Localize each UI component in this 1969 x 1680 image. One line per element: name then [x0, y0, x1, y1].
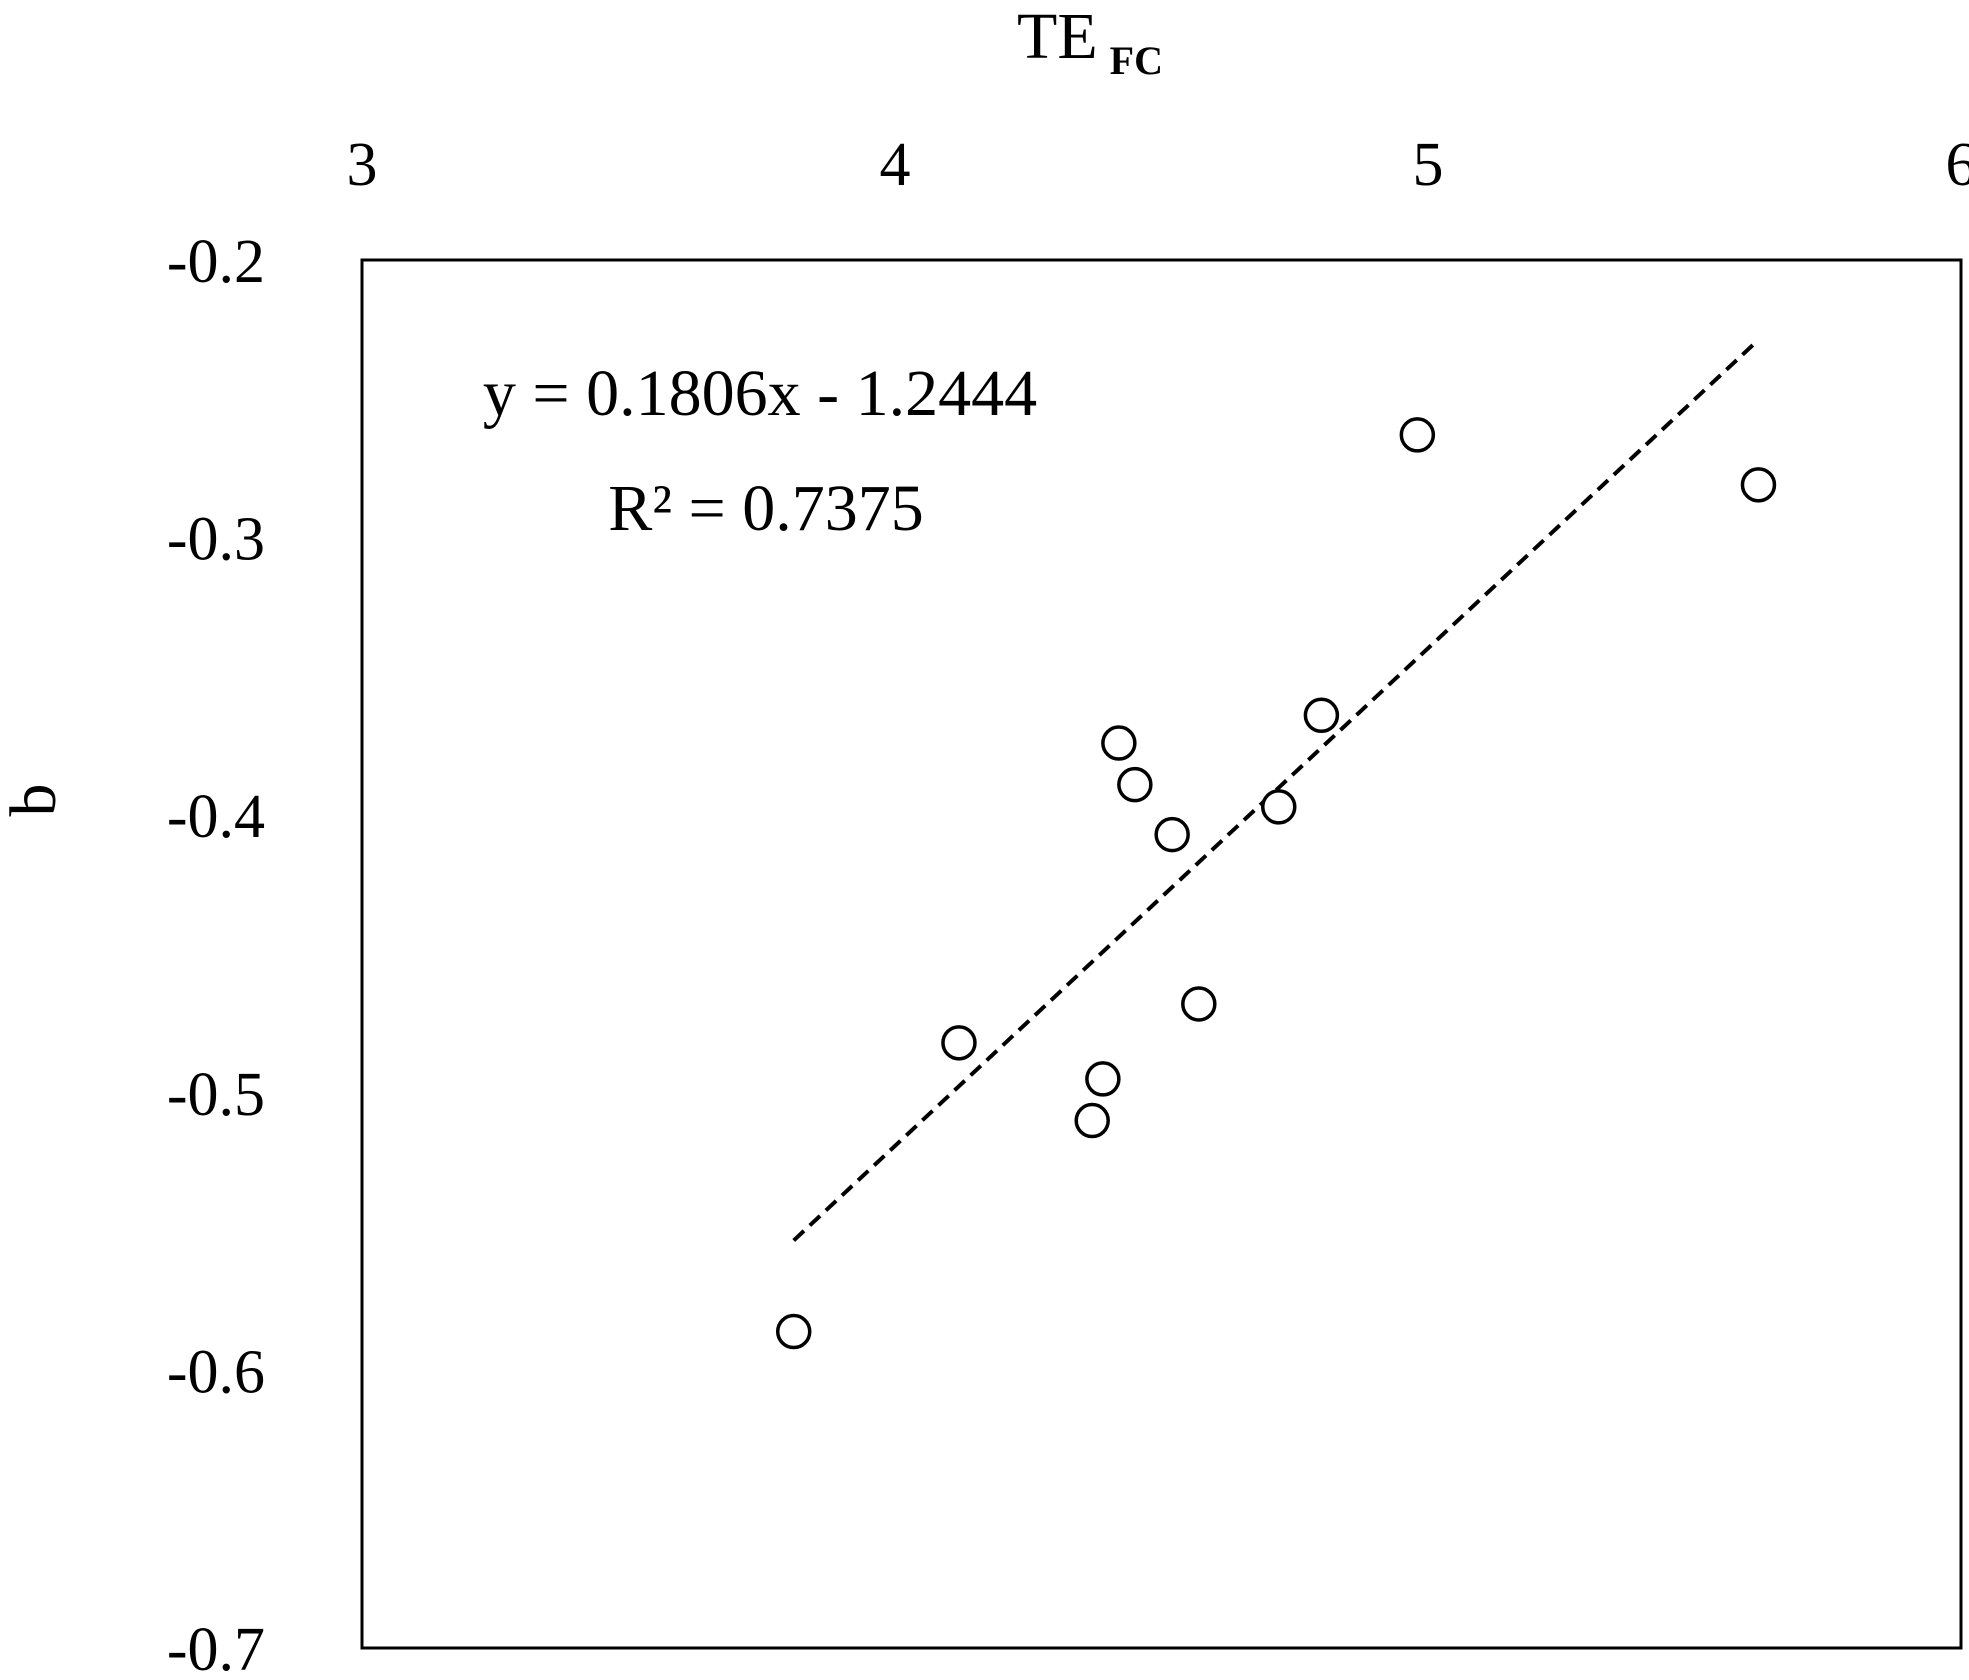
point [1074, 1102, 1110, 1139]
plot-frame [360, 258, 1963, 1650]
x-tick-label: 5 [1413, 131, 1444, 199]
point [1154, 816, 1190, 853]
point [1085, 1061, 1121, 1097]
x-tick-label: 4 [880, 131, 911, 199]
point [1303, 697, 1340, 734]
point [1261, 789, 1297, 825]
y-tick-label: -0.5 [167, 1061, 265, 1129]
y-tick-label: -0.4 [167, 783, 265, 851]
x-axis-label: TE FC [1017, 0, 1163, 83]
point [1117, 766, 1153, 803]
point [941, 1025, 977, 1061]
x-tick-label: 3 [347, 131, 378, 199]
y-tick-label: -0.2 [167, 228, 265, 296]
y-tick-label: -0.7 [167, 1616, 265, 1680]
equation: y = 0.1806x - 1.2444 [483, 357, 1037, 430]
y-tick-label: -0.3 [167, 506, 265, 574]
x-label-sub: FC [1110, 38, 1163, 83]
point [1181, 986, 1217, 1022]
point [1101, 725, 1137, 761]
y-tick-label: -0.6 [167, 1338, 265, 1406]
point [775, 1313, 812, 1350]
point [1399, 417, 1436, 453]
x-tick-label: 6 [1946, 131, 1969, 199]
point [1740, 467, 1777, 503]
x-label-main: TE [1017, 0, 1098, 73]
y-axis-label: b [0, 784, 70, 817]
r-squared: R² = 0.7375 [608, 472, 924, 545]
